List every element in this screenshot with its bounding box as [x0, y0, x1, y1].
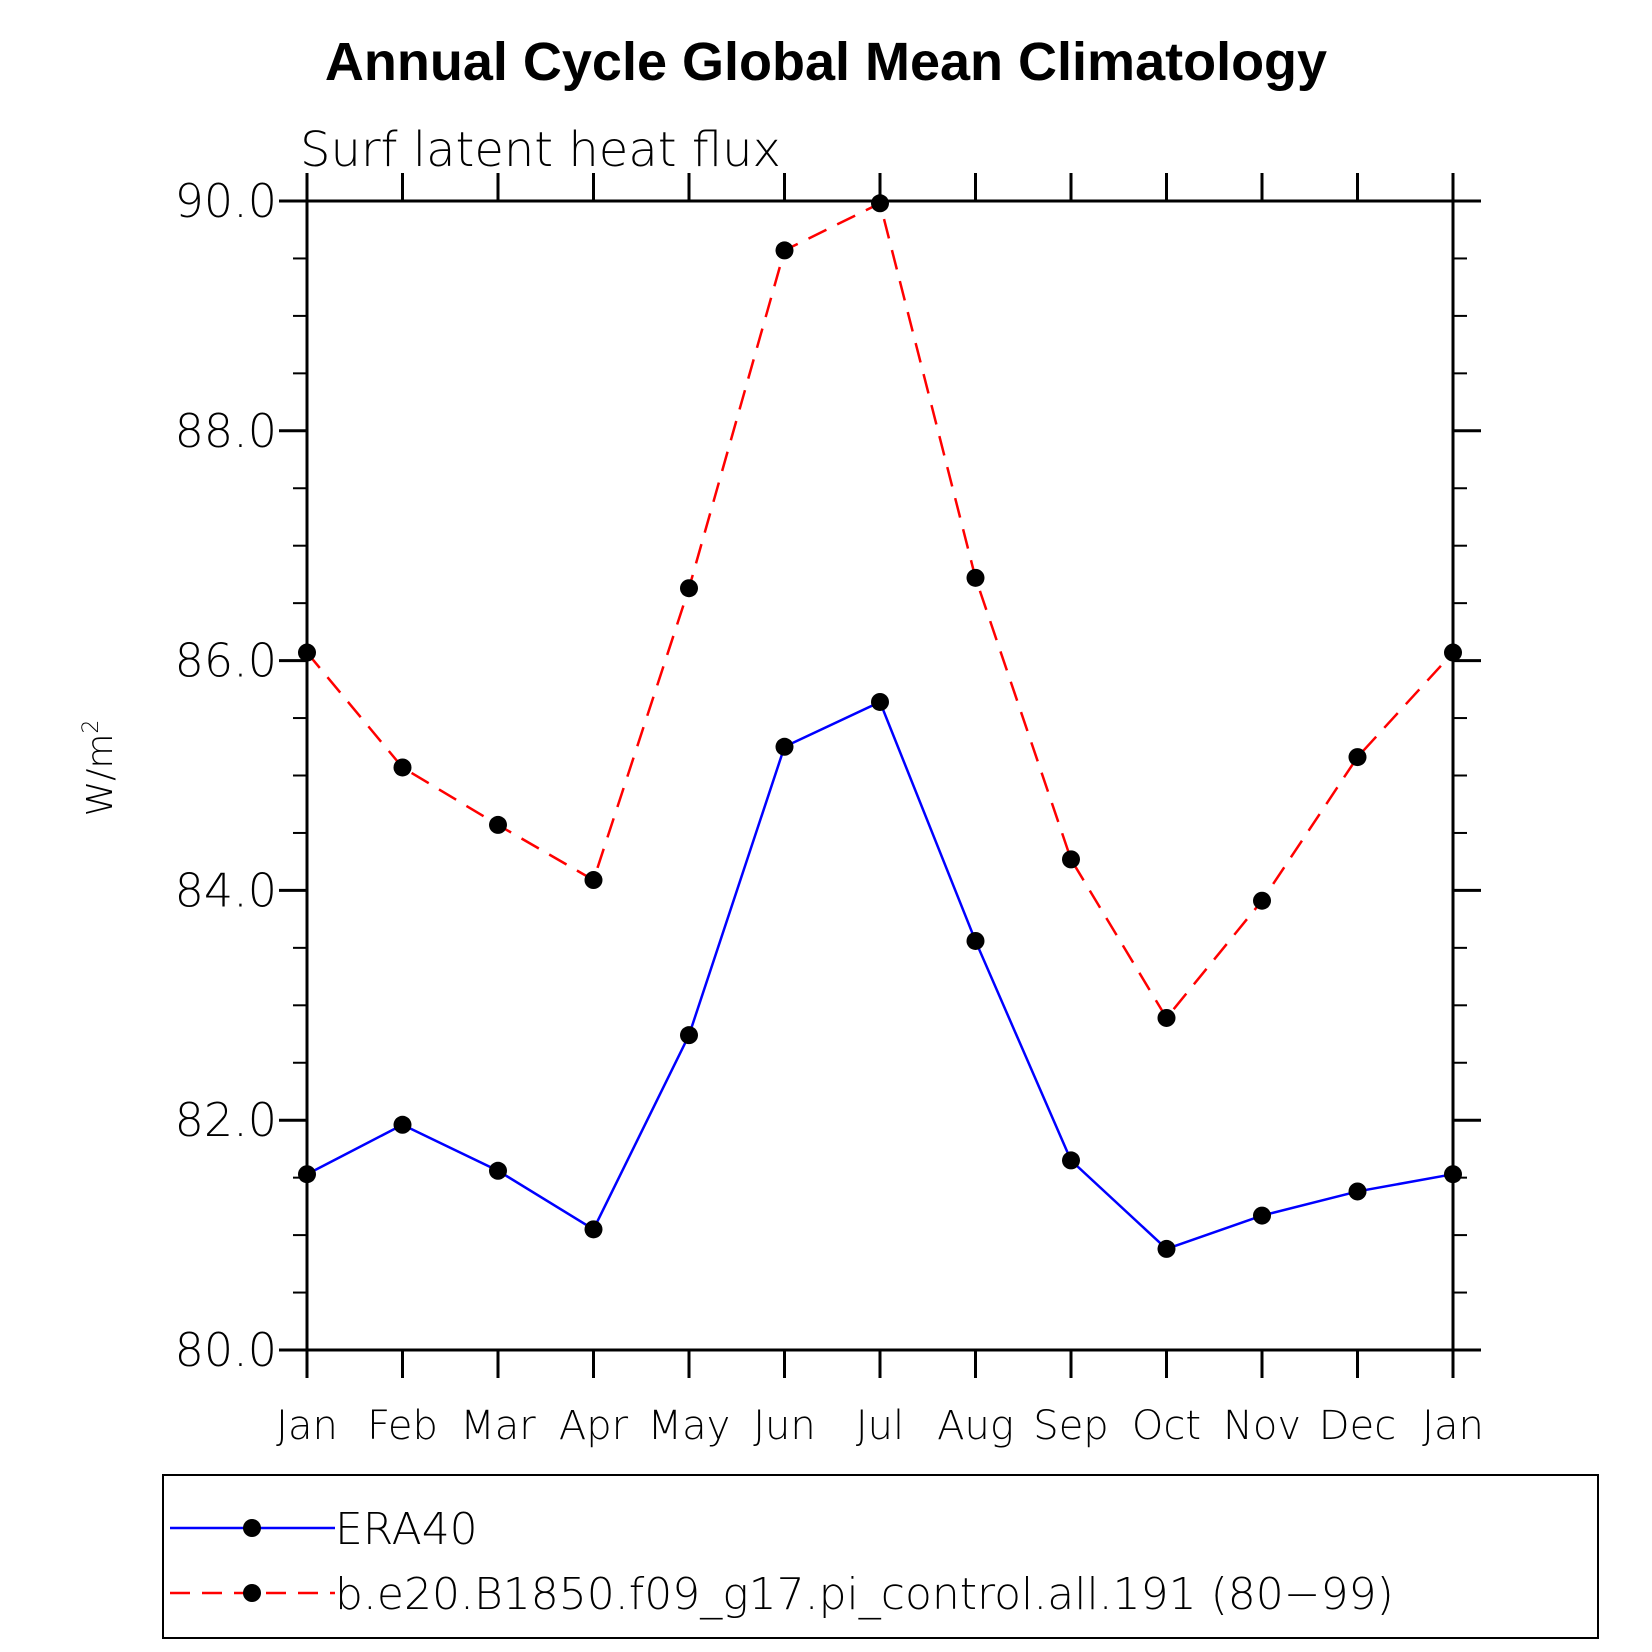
data-point-0 [393, 1115, 412, 1134]
data-point-0 [1157, 1239, 1176, 1258]
legend-label-0: ERA40 [335, 1504, 478, 1555]
chart-title: Annual Cycle Global Mean Climatology [325, 32, 1327, 92]
y-axis-label: W/m2 [79, 720, 121, 817]
x-tick-label: Feb [367, 1403, 438, 1449]
y-tick-label: 86.0 [175, 634, 277, 688]
legend-marker-0 [243, 1519, 261, 1537]
data-point-1 [1444, 643, 1462, 662]
y-axis-label-text: W/m [80, 734, 121, 817]
x-tick-label: Dec [1319, 1403, 1396, 1449]
legend-label-1: b.e20.B1850.f09_g17.pi_control.all.191 (… [335, 1569, 1394, 1620]
x-tick-label: Aug [937, 1403, 1014, 1449]
data-point-0 [680, 1026, 698, 1045]
chart-subtitle: Surf latent heat flux [300, 122, 781, 178]
x-tick-label: Nov [1223, 1403, 1301, 1449]
data-point-1 [1253, 891, 1271, 910]
x-tick-label: Jan [1422, 1403, 1484, 1449]
data-point-0 [1444, 1165, 1462, 1184]
legend-box [162, 1474, 1599, 1639]
x-tick-label: Jul [856, 1403, 904, 1449]
data-point-0 [775, 737, 794, 756]
data-point-1 [298, 643, 316, 662]
x-tick-label: May [648, 1403, 731, 1449]
y-axis-label-superscript: 2 [79, 720, 104, 734]
data-point-0 [966, 931, 985, 950]
data-point-1 [871, 194, 889, 213]
data-point-1 [393, 758, 412, 777]
legend: ERA40 b.e20.B1850.f09_g17.pi_control.all.… [162, 1474, 1599, 1639]
y-tick-label: 84.0 [175, 863, 277, 917]
x-tick-label: Mar [460, 1403, 536, 1449]
data-point-0 [489, 1161, 507, 1180]
data-point-0 [1062, 1151, 1080, 1170]
data-point-1 [584, 871, 603, 890]
data-point-0 [1253, 1206, 1271, 1225]
plot-axes: Jan Feb Mar Apr May Jun Jul Aug Sep Oct Nov Dec Jan 8… [175, 173, 1484, 1449]
data-point-1 [775, 241, 794, 260]
x-tick-label: Apr [559, 1403, 629, 1449]
plot-frame [305, 199, 1455, 1352]
series-line-0 [306, 700, 1454, 1251]
y-tick-label: 80.0 [175, 1323, 277, 1377]
x-tick-label: Jan [276, 1403, 338, 1449]
data-point-1 [1157, 1008, 1176, 1027]
data-point-1 [1062, 850, 1080, 869]
data-point-1 [1348, 748, 1367, 767]
x-tick-label: Oct [1132, 1403, 1201, 1449]
series-line-1 [306, 201, 1454, 1021]
data-point-1 [680, 579, 698, 598]
data-point-0 [298, 1165, 316, 1184]
y-tick-label: 88.0 [175, 404, 277, 458]
data-point-1 [489, 815, 507, 834]
x-tick-label: Jun [753, 1403, 816, 1449]
data-point-0 [1348, 1182, 1367, 1201]
series-layer [298, 194, 1462, 1258]
x-tick-label: Sep [1033, 1403, 1108, 1449]
data-point-1 [966, 568, 985, 587]
legend-marker-1 [243, 1584, 261, 1602]
y-tick-label: 82.0 [175, 1093, 277, 1147]
data-point-0 [584, 1220, 603, 1239]
data-point-0 [871, 692, 889, 711]
y-tick-label: 90.0 [175, 174, 277, 228]
